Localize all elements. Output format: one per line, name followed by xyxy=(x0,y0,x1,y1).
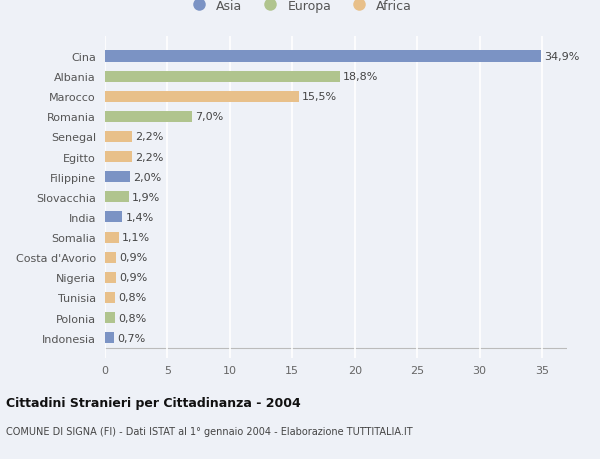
Bar xyxy=(105,151,133,163)
Text: Cittadini Stranieri per Cittadinanza - 2004: Cittadini Stranieri per Cittadinanza - 2… xyxy=(6,396,301,409)
Bar xyxy=(105,212,122,223)
Bar xyxy=(105,312,115,323)
Text: 0,9%: 0,9% xyxy=(119,273,148,283)
Bar xyxy=(105,72,340,83)
Text: 18,8%: 18,8% xyxy=(343,72,378,82)
Text: 2,0%: 2,0% xyxy=(133,172,161,182)
Text: 7,0%: 7,0% xyxy=(196,112,224,122)
Text: COMUNE DI SIGNA (FI) - Dati ISTAT al 1° gennaio 2004 - Elaborazione TUTTITALIA.I: COMUNE DI SIGNA (FI) - Dati ISTAT al 1° … xyxy=(6,426,413,436)
Bar xyxy=(105,51,541,62)
Bar xyxy=(105,132,133,143)
Text: 2,2%: 2,2% xyxy=(136,132,164,142)
Bar xyxy=(105,332,114,343)
Legend: Asia, Europa, Africa: Asia, Europa, Africa xyxy=(186,0,412,12)
Bar xyxy=(105,232,119,243)
Bar xyxy=(105,172,130,183)
Text: 2,2%: 2,2% xyxy=(136,152,164,162)
Bar xyxy=(105,192,129,203)
Bar xyxy=(105,272,116,283)
Text: 1,4%: 1,4% xyxy=(125,213,154,223)
Bar xyxy=(105,91,299,102)
Text: 34,9%: 34,9% xyxy=(544,52,579,62)
Text: 0,7%: 0,7% xyxy=(117,333,145,343)
Text: 1,1%: 1,1% xyxy=(122,233,150,242)
Text: 0,9%: 0,9% xyxy=(119,252,148,263)
Bar xyxy=(105,112,193,123)
Bar xyxy=(105,292,115,303)
Text: 0,8%: 0,8% xyxy=(118,313,146,323)
Text: 15,5%: 15,5% xyxy=(302,92,337,102)
Text: 0,8%: 0,8% xyxy=(118,293,146,303)
Text: 1,9%: 1,9% xyxy=(132,192,160,202)
Bar xyxy=(105,252,116,263)
